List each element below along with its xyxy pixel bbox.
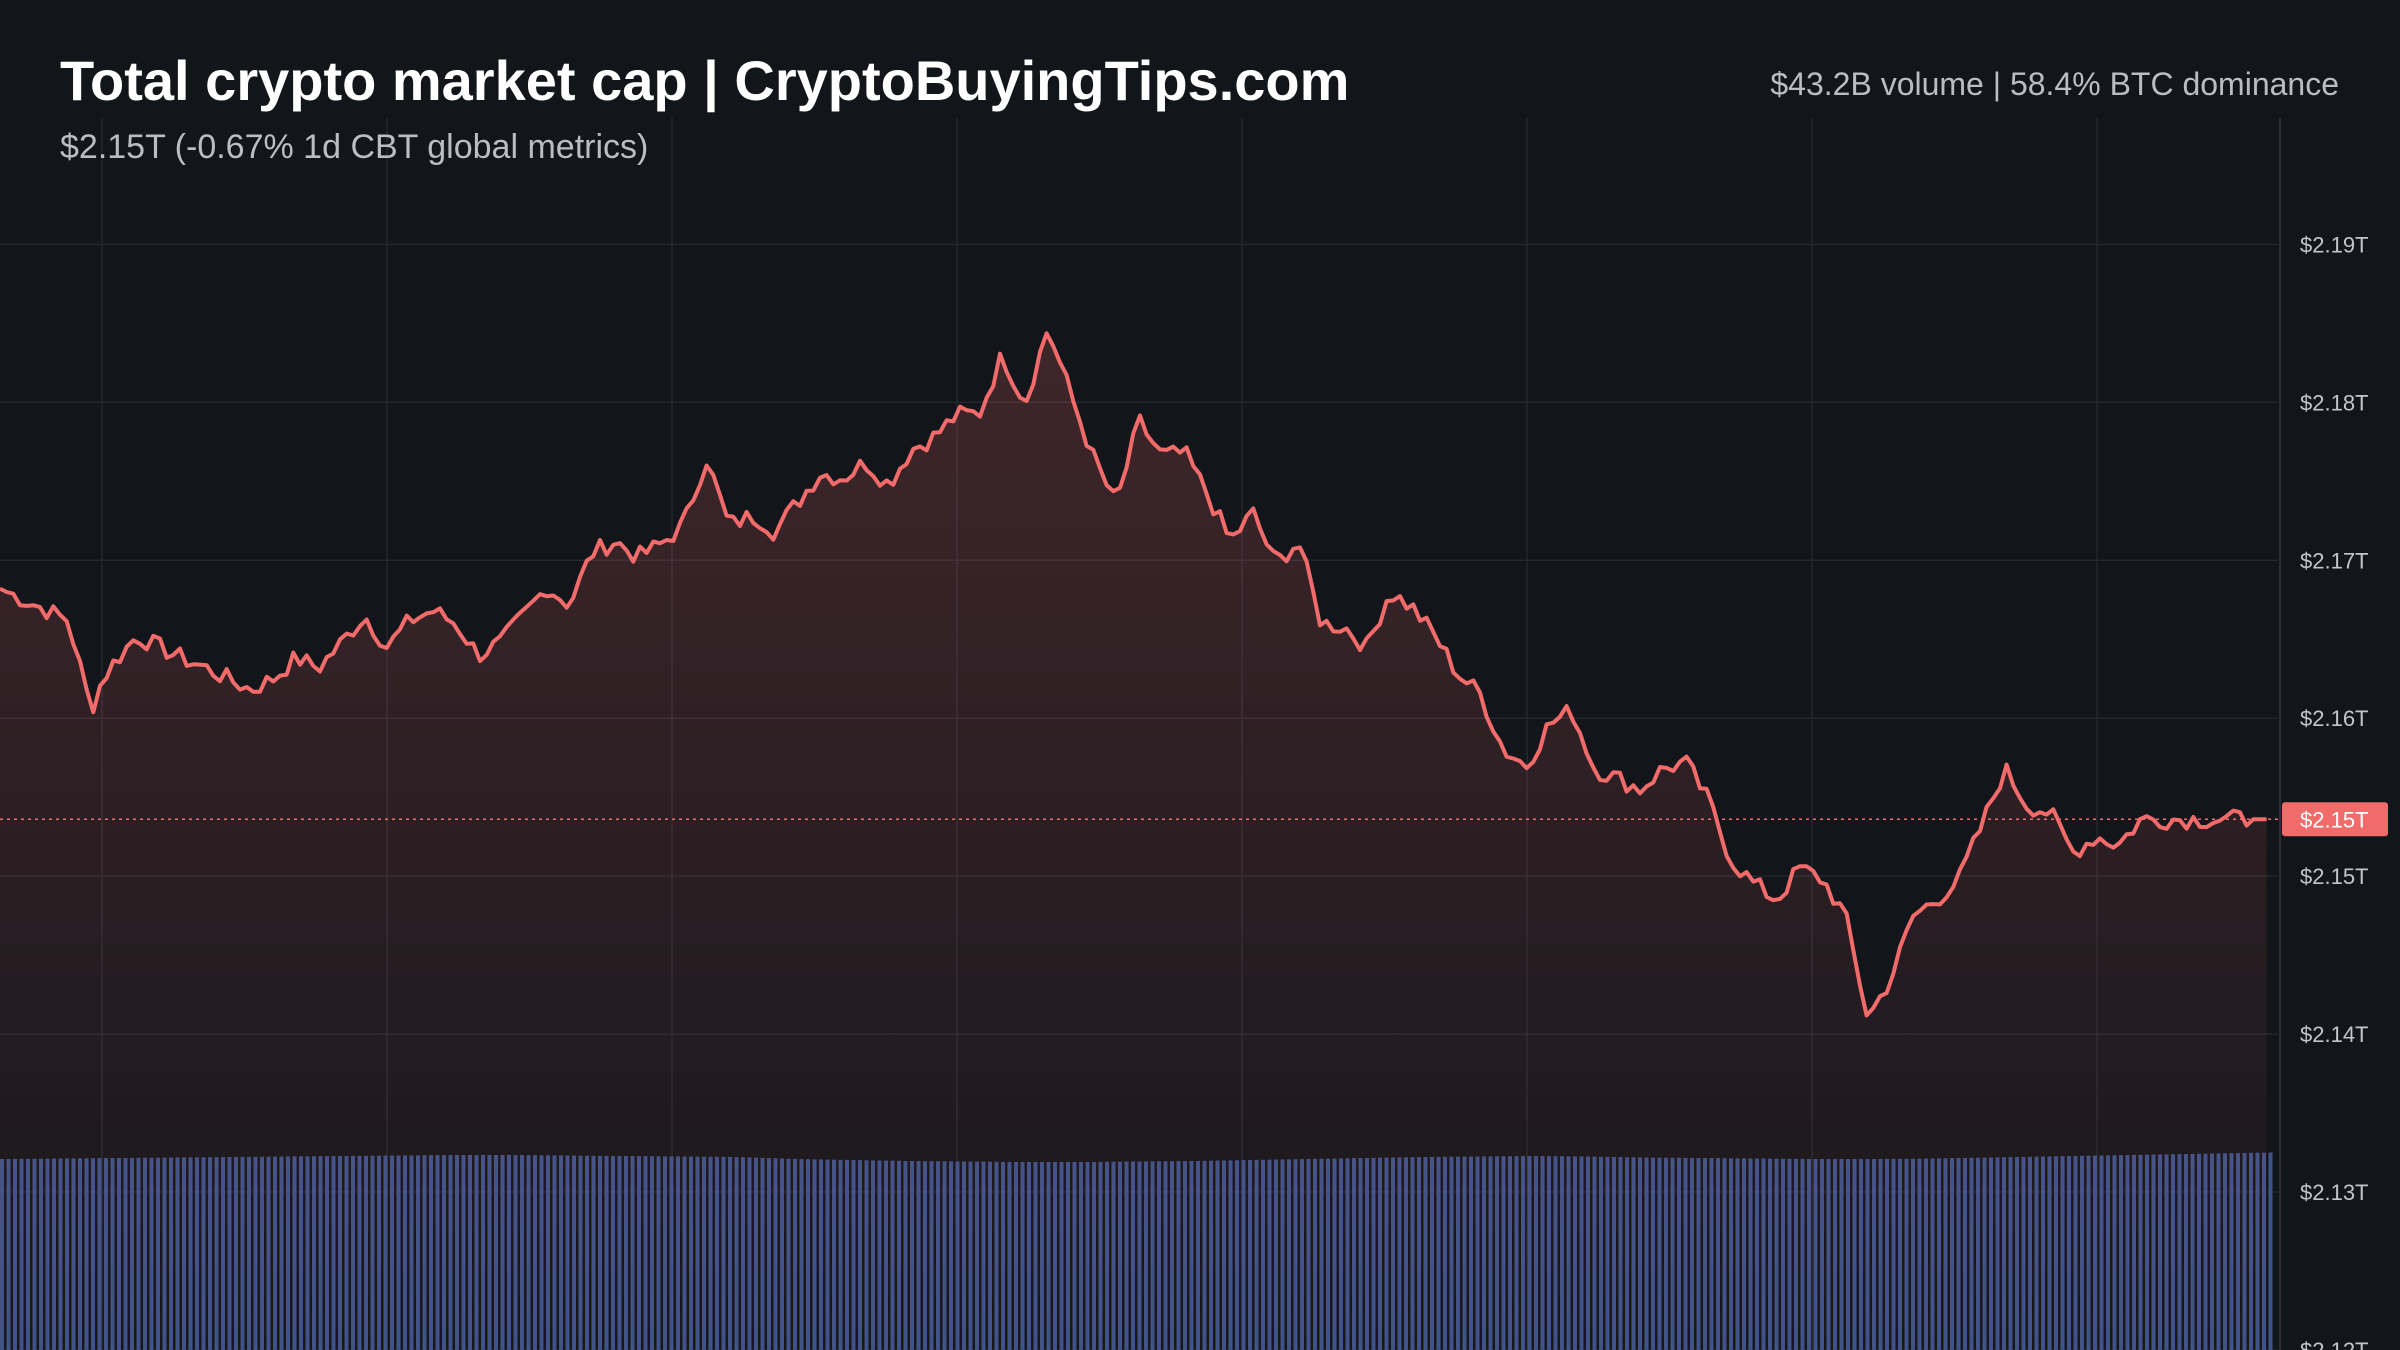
price-tick-label: $2.13T	[2300, 1180, 2369, 1205]
market-cap-area	[0, 333, 2267, 1350]
market-cap-line	[0, 331, 2267, 1018]
price-axis: $2.19T $2.18T $2.17T $2.16T $2.15T $2.14T $2.1…	[2300, 232, 2369, 1350]
market-stats: $43.2B volume | 58.4% BTC dominance	[1770, 66, 2339, 102]
price-tick-label: $2.12T	[2300, 1338, 2369, 1350]
chart-title: Total crypto market cap | CryptoBuyingTi…	[60, 49, 1350, 112]
price-tick-label: $2.19T	[2300, 232, 2369, 257]
price-tick-label: $2.14T	[2300, 1022, 2369, 1047]
price-tick-label: $2.16T	[2300, 706, 2369, 731]
volume-bar	[2268, 1152, 2273, 1350]
price-tick-label: $2.15T	[2300, 864, 2369, 889]
price-tick-label: $2.17T	[2300, 548, 2369, 573]
chart-subtitle: $2.15T (-0.67% 1d CBT global metrics)	[60, 128, 649, 166]
price-tick-label: $2.18T	[2300, 390, 2369, 415]
current-price-badge: $2.15T	[2282, 802, 2388, 837]
current-price-label: $2.15T	[2300, 807, 2369, 832]
